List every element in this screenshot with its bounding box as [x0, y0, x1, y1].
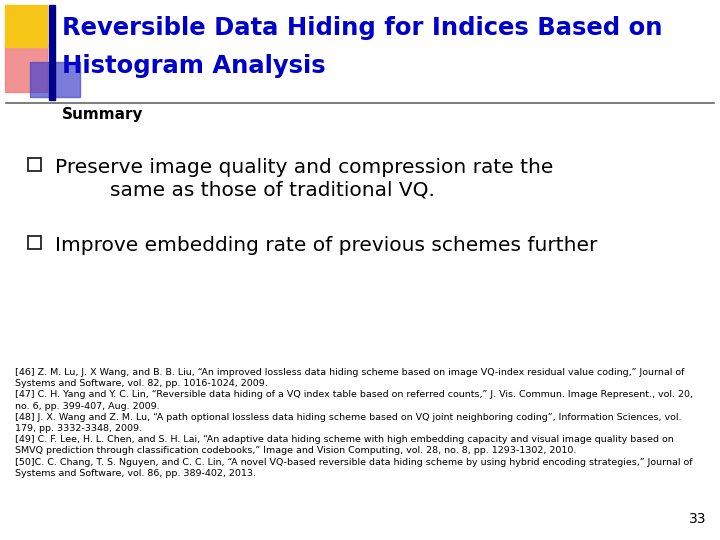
Text: 33: 33 [688, 512, 706, 526]
Bar [28, 158, 41, 171]
Bar [5, 5, 47, 47]
Text: 179, pp. 3332-3348, 2009.: 179, pp. 3332-3348, 2009. [15, 424, 142, 433]
Text: Reversible Data Hiding for Indices Based on: Reversible Data Hiding for Indices Based… [62, 16, 662, 40]
Text: [49] C. F. Lee, H. L. Chen, and S. H. Lai, “An adaptive data hiding scheme with : [49] C. F. Lee, H. L. Chen, and S. H. La… [15, 435, 674, 444]
Bar [28, 236, 41, 249]
Text: SMVQ prediction through classification codebooks,” Image and Vision Computing, v: SMVQ prediction through classification c… [15, 447, 577, 455]
Text: [48] J. X. Wang and Z. M. Lu, “A path optional lossless data hiding scheme based: [48] J. X. Wang and Z. M. Lu, “A path op… [15, 413, 682, 422]
Bar [5, 44, 47, 92]
Text: Improve embedding rate of previous schemes further: Improve embedding rate of previous schem… [55, 236, 598, 255]
Text: no. 6, pp. 399-407, Aug. 2009.: no. 6, pp. 399-407, Aug. 2009. [15, 402, 160, 410]
Text: Systems and Software, vol. 86, pp. 389-402, 2013.: Systems and Software, vol. 86, pp. 389-4… [15, 469, 256, 478]
Text: [50]C. C. Chang, T. S. Nguyen, and C. C. Lin, “A novel VQ-based reversible data : [50]C. C. Chang, T. S. Nguyen, and C. C.… [15, 457, 693, 467]
Text: Histogram Analysis: Histogram Analysis [62, 54, 325, 78]
Text: [47] C. H. Yang and Y. C. Lin, “Reversible data hiding of a VQ index table based: [47] C. H. Yang and Y. C. Lin, “Reversib… [15, 390, 693, 400]
Text: Preserve image quality and compression rate the: Preserve image quality and compression r… [55, 158, 554, 177]
Text: [46] Z. M. Lu, J. X Wang, and B. B. Liu, “An improved lossless data hiding schem: [46] Z. M. Lu, J. X Wang, and B. B. Liu,… [15, 368, 685, 377]
Bar [49, 5, 55, 100]
Text: same as those of traditional VQ.: same as those of traditional VQ. [110, 180, 435, 199]
Text: Summary: Summary [62, 107, 143, 122]
Bar [30, 62, 80, 97]
Text: Systems and Software, vol. 82, pp. 1016-1024, 2009.: Systems and Software, vol. 82, pp. 1016-… [15, 379, 268, 388]
